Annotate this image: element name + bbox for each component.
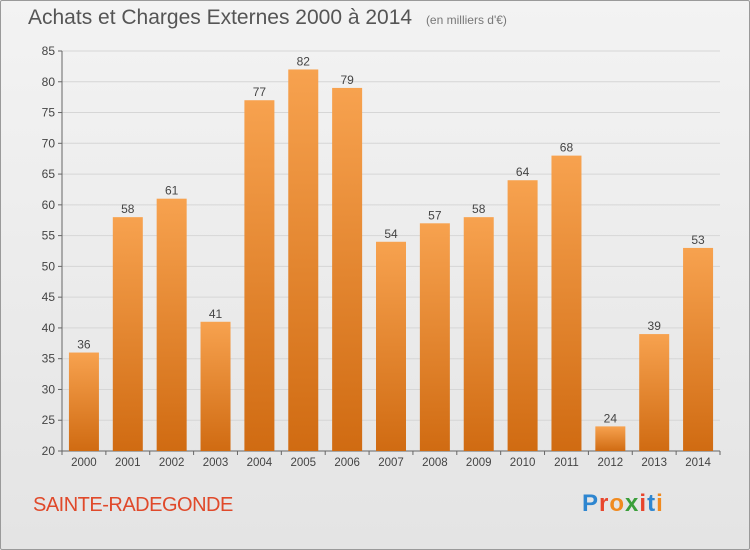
data-label: 64 bbox=[516, 165, 530, 179]
bar bbox=[551, 155, 582, 451]
bar bbox=[112, 217, 143, 451]
bar bbox=[244, 100, 275, 451]
x-tick-label: 2002 bbox=[159, 457, 185, 469]
chart-subtitle: (en milliers d'€) bbox=[425, 13, 507, 27]
x-tick-label: 2008 bbox=[422, 457, 448, 469]
x-tick-label: 2009 bbox=[466, 457, 492, 469]
chart-title: Achats et Charges Externes 2000 à 2014 (… bbox=[28, 6, 507, 30]
data-label: 39 bbox=[648, 319, 662, 333]
data-label: 54 bbox=[384, 227, 398, 241]
chart-title-text: Achats et Charges Externes 2000 à 2014 bbox=[28, 6, 413, 29]
data-label: 58 bbox=[121, 202, 135, 216]
y-tick-label: 85 bbox=[42, 44, 56, 58]
x-tick-label: 2012 bbox=[598, 457, 624, 469]
bars bbox=[68, 69, 714, 451]
y-tick-label: 45 bbox=[42, 290, 56, 304]
data-label: 79 bbox=[340, 73, 354, 87]
brand-letter: P bbox=[582, 490, 600, 517]
x-tick-label: 2006 bbox=[334, 457, 360, 469]
brand-letter: i bbox=[656, 490, 664, 517]
bar bbox=[332, 87, 363, 451]
x-tick-label: 2013 bbox=[641, 457, 667, 469]
bar bbox=[68, 352, 99, 451]
brand-letter: i bbox=[639, 490, 648, 517]
x-tick-label: 2014 bbox=[685, 457, 711, 469]
bar bbox=[463, 217, 494, 451]
x-tick-label: 2007 bbox=[378, 457, 404, 469]
bar bbox=[156, 198, 187, 451]
data-label: 77 bbox=[253, 85, 267, 99]
bar bbox=[200, 321, 231, 451]
bar bbox=[507, 180, 538, 451]
bar bbox=[639, 334, 670, 451]
brand-letter: r bbox=[599, 490, 610, 517]
y-tick-label: 60 bbox=[42, 198, 56, 212]
brand-letter: x bbox=[625, 490, 640, 517]
x-tick-label: 2011 bbox=[554, 457, 579, 469]
brand-letter: o bbox=[609, 490, 626, 517]
data-label: 36 bbox=[77, 338, 91, 352]
y-tick-label: 25 bbox=[42, 413, 56, 427]
data-label: 53 bbox=[691, 233, 705, 247]
data-label: 61 bbox=[165, 184, 179, 198]
bar bbox=[683, 247, 714, 451]
y-tick-label: 20 bbox=[42, 444, 56, 458]
bar bbox=[595, 426, 626, 451]
y-tick-label: 80 bbox=[42, 75, 56, 89]
x-tick-label: 2005 bbox=[290, 457, 316, 469]
x-tick-label: 2000 bbox=[71, 457, 97, 469]
y-tick-label: 70 bbox=[42, 136, 56, 150]
bar bbox=[419, 223, 450, 451]
data-label: 24 bbox=[604, 411, 618, 425]
data-label: 41 bbox=[209, 307, 223, 321]
data-label: 82 bbox=[297, 54, 311, 68]
y-tick-label: 50 bbox=[42, 259, 56, 273]
brand-logo: Proxiti bbox=[582, 490, 664, 518]
x-tick-label: 2003 bbox=[203, 457, 229, 469]
y-tick-label: 65 bbox=[42, 167, 56, 181]
y-tick-label: 55 bbox=[42, 229, 56, 243]
data-label: 57 bbox=[428, 208, 442, 222]
y-tick-label: 30 bbox=[42, 382, 56, 396]
city-name: SAINTE-RADEGONDE bbox=[33, 494, 233, 516]
data-labels: 36 58 61 41 77 82 79 54 57 58 64 68 24 39 53 bbox=[77, 54, 705, 425]
y-tick-label: 75 bbox=[42, 106, 56, 120]
bar bbox=[376, 241, 406, 451]
x-tick-label: 2004 bbox=[247, 457, 273, 469]
data-label: 58 bbox=[472, 202, 486, 216]
x-tick-label: 2001 bbox=[115, 457, 141, 469]
brand-letter: t bbox=[647, 490, 657, 517]
y-tick-label: 40 bbox=[42, 321, 56, 335]
bar bbox=[288, 69, 319, 451]
y-tick-label: 35 bbox=[42, 352, 56, 366]
x-tick-label: 2010 bbox=[510, 457, 536, 469]
data-label: 68 bbox=[560, 141, 574, 155]
